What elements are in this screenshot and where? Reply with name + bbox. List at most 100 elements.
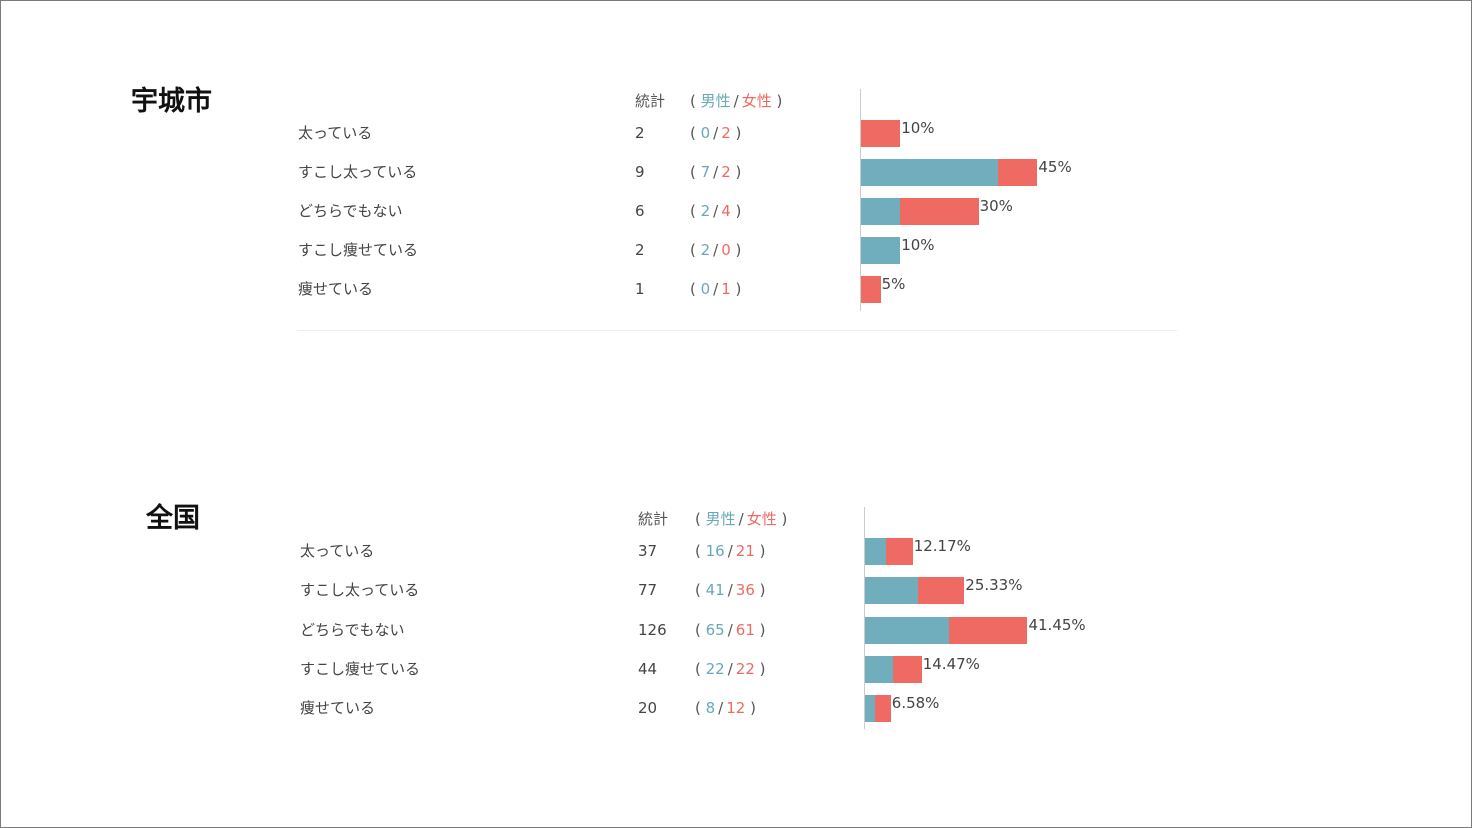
- category-label: 痩せている: [300, 699, 376, 718]
- paren-close: ): [730, 241, 742, 259]
- paren-open: (: [690, 241, 701, 259]
- gender-split: ( 2/0 ): [690, 240, 741, 260]
- category-label: どちらでもない: [298, 202, 403, 220]
- chart-ukishi: 宇城市 統計( 男性 / 女性 ) 太っている 2( 0/2 ) 10% すこし太っている 9(…: [1, 1, 1471, 401]
- bar-male: [861, 159, 999, 186]
- female-count: 36: [735, 581, 755, 600]
- paren-close: ): [776, 510, 788, 528]
- header-female: 女性: [741, 92, 772, 110]
- bar-female: [861, 120, 901, 147]
- paren-open: (: [695, 542, 706, 560]
- bar-male: [865, 655, 894, 683]
- category-label: すこし痩せている: [298, 241, 419, 259]
- header-total: 統計: [638, 510, 669, 528]
- slash: /: [713, 241, 719, 259]
- slash: /: [738, 510, 744, 528]
- slash: /: [727, 542, 733, 560]
- female-count: 61: [735, 620, 755, 639]
- percent-label: 30%: [979, 197, 1013, 215]
- total-value: 2: [635, 124, 645, 142]
- male-count: 41: [705, 581, 725, 600]
- total-value: 44: [638, 659, 658, 678]
- bar-female: [998, 159, 1038, 186]
- bar-male: [865, 616, 949, 644]
- paren-open: (: [695, 620, 706, 639]
- percent-label: 45%: [1038, 158, 1072, 176]
- category-label: どちらでもない: [300, 620, 405, 639]
- category-label: 痩せている: [298, 280, 374, 298]
- header-total: 統計: [635, 92, 666, 110]
- gender-split: ( 65/61 ): [695, 620, 766, 640]
- bar-male: [861, 198, 901, 225]
- slash: /: [718, 699, 724, 718]
- category-label: すこし太っている: [300, 581, 420, 600]
- paren-close: ): [745, 699, 756, 718]
- female-count: 22: [735, 659, 755, 678]
- male-count: 2: [700, 202, 711, 220]
- category-label: 太っている: [300, 542, 375, 560]
- total-value: 1: [635, 280, 645, 298]
- header-gender: ( 男性 / 女性 ): [690, 91, 782, 111]
- paren-close: ): [754, 542, 766, 560]
- female-count: 21: [735, 542, 755, 560]
- male-count: 7: [700, 163, 711, 181]
- paren-open: (: [690, 280, 701, 298]
- bar-female: [885, 538, 913, 565]
- percent-label: 6.58%: [891, 694, 940, 713]
- slash: /: [733, 92, 739, 110]
- percent-label: 25.33%: [965, 576, 1023, 595]
- header-gender: ( 男性 / 女性 ): [695, 509, 787, 529]
- slash: /: [727, 620, 733, 639]
- paren-close: ): [730, 163, 742, 181]
- total-value: 126: [638, 620, 667, 639]
- region-title: 全国: [146, 503, 200, 534]
- paren-close: ): [730, 124, 742, 142]
- slash: /: [713, 202, 719, 220]
- paren-open: (: [690, 202, 701, 220]
- axis-line: [860, 89, 861, 311]
- male-count: 16: [705, 542, 725, 560]
- slash: /: [727, 581, 733, 600]
- male-count: 0: [700, 124, 711, 142]
- axis-line: [864, 507, 865, 729]
- section-divider: [297, 330, 1177, 331]
- total-value: 2: [635, 241, 645, 259]
- total-value: 9: [635, 163, 645, 181]
- total-value: 20: [638, 699, 658, 718]
- total-value: 77: [638, 581, 658, 600]
- slash: /: [727, 659, 733, 678]
- gender-split: ( 8/12 ): [695, 698, 756, 718]
- paren-close: ): [730, 202, 742, 220]
- paren-close: ): [771, 92, 783, 110]
- bar-female: [948, 616, 1028, 644]
- male-count: 0: [700, 280, 711, 298]
- bar-female: [917, 577, 965, 605]
- gender-split: ( 2/4 ): [690, 201, 741, 221]
- percent-label: 14.47%: [922, 654, 980, 673]
- male-count: 65: [705, 620, 725, 639]
- male-count: 22: [705, 659, 725, 678]
- region-title: 宇城市: [131, 86, 212, 117]
- paren-open: (: [690, 163, 701, 181]
- header-female: 女性: [746, 510, 777, 528]
- percent-label: 10%: [901, 119, 935, 137]
- gender-split: ( 0/1 ): [690, 279, 741, 299]
- paren-open: (: [695, 699, 706, 718]
- gender-split: ( 7/2 ): [690, 162, 741, 182]
- paren-open: (: [695, 510, 706, 528]
- percent-label: 10%: [901, 236, 935, 254]
- gender-split: ( 41/36 ): [695, 580, 766, 600]
- bar-male: [865, 577, 918, 605]
- header-male: 男性: [705, 510, 736, 528]
- category-label: すこし痩せている: [300, 659, 421, 678]
- bar-female: [893, 655, 922, 683]
- female-count: 2: [721, 163, 731, 181]
- paren-open: (: [695, 659, 706, 678]
- header-male: 男性: [700, 92, 731, 110]
- total-value: 37: [638, 542, 658, 560]
- paren-close: ): [754, 581, 766, 600]
- paren-close: ): [730, 280, 742, 298]
- bar-male: [861, 237, 901, 264]
